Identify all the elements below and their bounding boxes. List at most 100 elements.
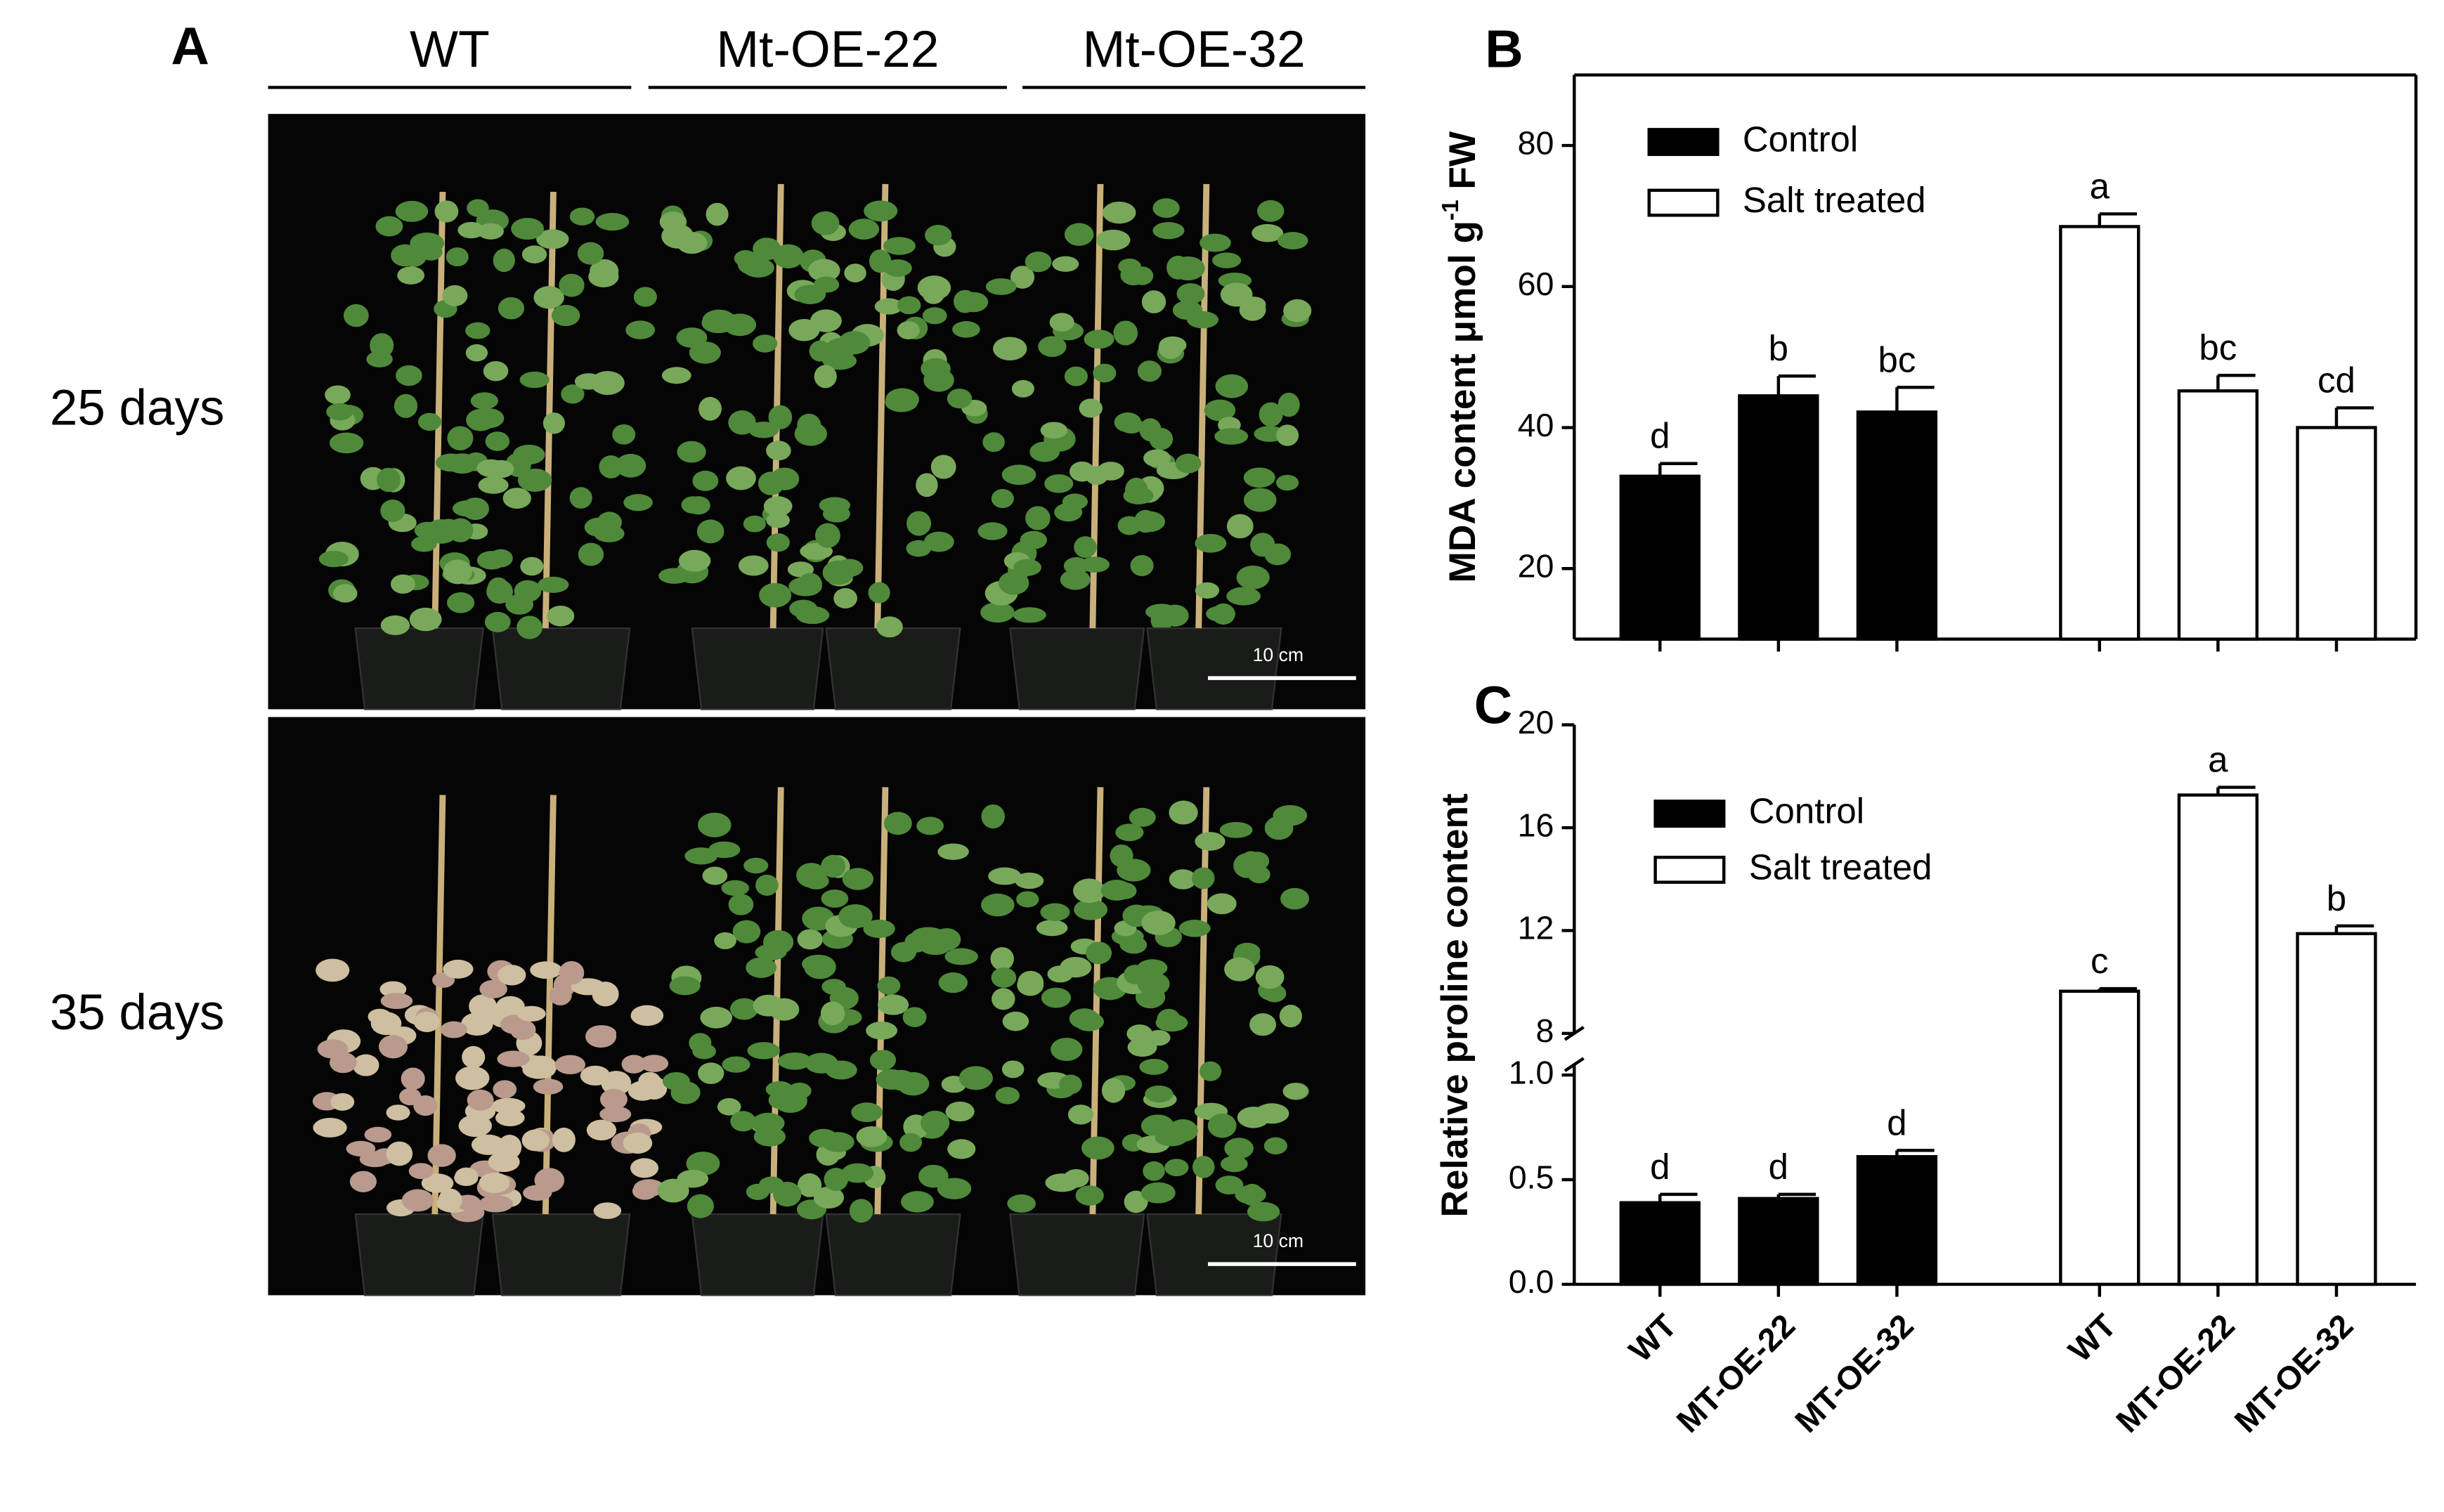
leaf [1011,379,1034,398]
leaf [897,296,921,315]
significance-label: a [2208,740,2228,780]
leaf [1276,424,1299,446]
leaf [595,212,630,231]
leaf [772,244,804,268]
pot [1009,1213,1145,1296]
leaf [1164,1159,1189,1177]
leaf [409,607,442,632]
leaf [821,1132,854,1152]
leaf [1015,872,1044,889]
leaf [1247,866,1270,884]
leaf [457,221,485,239]
leaf [368,1008,392,1025]
bar [1738,1197,1819,1286]
pot [1146,1213,1282,1296]
leaf [1115,823,1144,842]
significance-label: bc [1878,339,1916,379]
leaf [333,584,358,603]
bar [2296,932,2377,1286]
stake [1195,787,1210,1215]
leaf [820,1001,845,1026]
leaf [390,574,415,594]
leaf [586,1119,617,1141]
leaf [630,1005,664,1027]
leaf [922,282,945,304]
leaf [1054,502,1083,522]
leaf [1110,844,1133,868]
leaf [520,556,544,576]
leaf [1001,464,1036,485]
leaf [530,961,562,979]
leaf [1007,1194,1036,1213]
leaf [1207,893,1237,915]
leaf [1123,487,1154,504]
leaf [1169,869,1197,889]
leaf [728,410,756,435]
leaf [821,889,849,908]
leaf [577,242,604,265]
leaf [1038,336,1067,358]
leaf [992,988,1015,1010]
leaf [442,285,468,306]
leaf [377,467,401,493]
leaf [753,1126,786,1147]
leaf [1195,832,1226,851]
leaf [1096,229,1131,251]
leaf [1207,1113,1237,1138]
leaf [678,549,711,572]
leaf [763,496,793,516]
legend-swatch [1647,128,1720,157]
leaf [993,337,1027,361]
leaf [491,1097,526,1114]
leaf [549,985,572,1006]
leaf [1147,1029,1171,1046]
leaf [599,1106,632,1123]
leaf [1064,223,1094,246]
leaf [1204,399,1236,422]
leaf [380,615,410,635]
leaf [901,1191,934,1213]
leaf [991,489,1014,509]
leaf [590,371,625,396]
leaf [821,854,846,878]
leaf [937,843,969,860]
bar [1738,394,1819,641]
leaf [766,512,790,528]
leaf [497,1050,530,1067]
leaf [698,812,732,838]
leaf [676,327,708,348]
leaf [1081,1136,1114,1160]
leaf [991,967,1017,988]
leaf [1243,467,1275,488]
legend-label: Control [1743,119,1858,159]
leaf [1275,474,1299,491]
leaf [1086,941,1112,965]
group-label: WT [410,20,490,78]
leaf [1152,222,1185,240]
leaf [471,1134,505,1155]
y-tick-label: 16 [1518,807,1554,843]
leaf [599,1088,628,1110]
leaf [343,304,369,327]
leaf [536,229,569,249]
leaf [1129,807,1156,827]
leaf [747,1042,780,1060]
leaf [795,606,830,625]
leaf [1219,821,1253,838]
row-label: 35 days [50,985,225,1041]
bar [1619,1201,1701,1286]
leaf [1139,1059,1169,1075]
leaf [954,289,977,313]
leaf [676,232,708,254]
y-tick-label: 0.5 [1509,1159,1554,1195]
leaf [533,1078,564,1095]
plants: 10 cm 10 cm [312,183,1356,1296]
leaf [921,358,951,379]
leaf [677,441,706,463]
leaf [868,582,890,604]
leaf [938,972,968,993]
leaf [625,320,656,339]
leaf [1175,453,1202,474]
leaf [1001,1060,1025,1078]
bar [2296,426,2377,641]
